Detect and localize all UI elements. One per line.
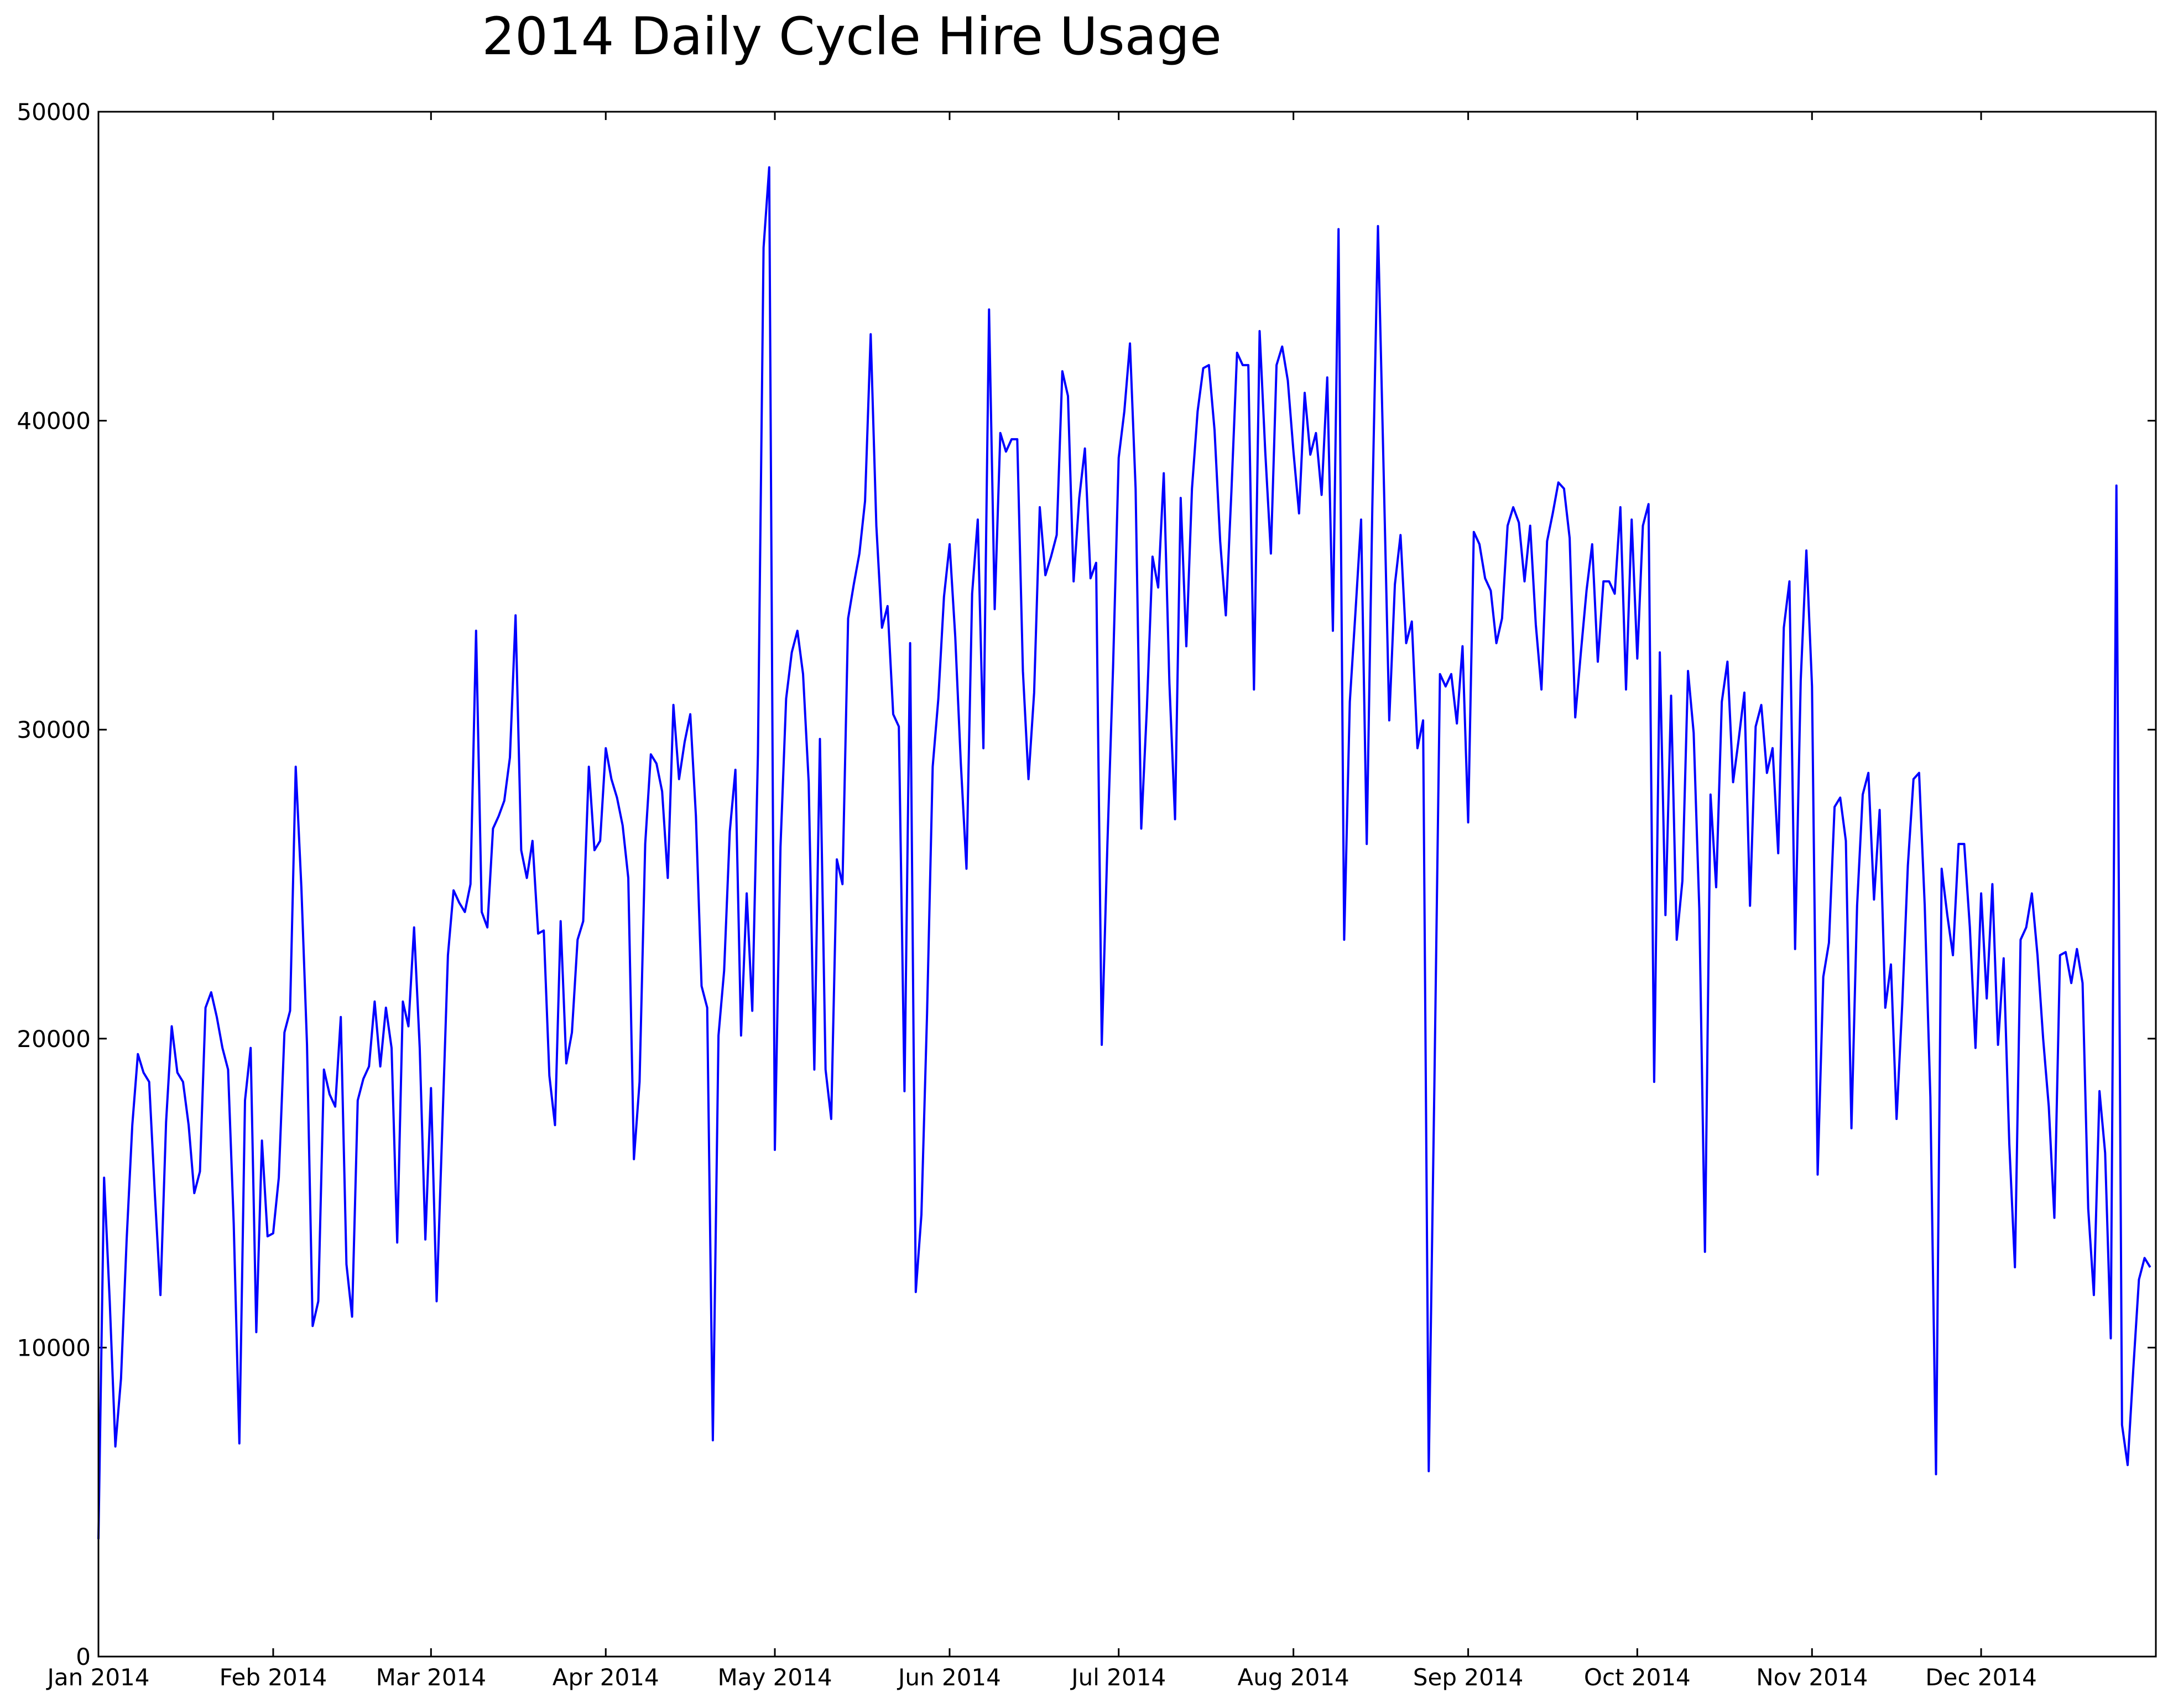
y-tick-label: 40000 (17, 408, 91, 435)
y-tick-label: 20000 (17, 1025, 91, 1053)
x-tick-label: Feb 2014 (220, 1664, 327, 1691)
x-tick-label: Apr 2014 (553, 1664, 659, 1691)
y-tick-label: 50000 (17, 98, 91, 126)
x-tick-label: Nov 2014 (1756, 1664, 1868, 1691)
x-tick-label: Jun 2014 (897, 1664, 1001, 1691)
chart-title: 2014 Daily Cycle Hire Usage (482, 7, 1222, 67)
y-tick-label: 10000 (17, 1334, 91, 1361)
x-tick-label: May 2014 (717, 1664, 832, 1691)
x-tick-label: Mar 2014 (376, 1664, 486, 1691)
x-tick-label: Dec 2014 (1925, 1664, 2037, 1691)
x-tick-label: Sep 2014 (1413, 1664, 1523, 1691)
series-layer (97, 166, 2151, 1539)
x-tick-label: Jan 2014 (46, 1664, 150, 1691)
series-line (97, 166, 2151, 1539)
y-tick-label: 30000 (17, 716, 91, 743)
x-tick-label: Oct 2014 (1584, 1664, 1691, 1691)
x-tick-label: Aug 2014 (1238, 1664, 1349, 1691)
y-tick-label: 0 (76, 1643, 91, 1670)
x-tick-label: Jul 2014 (1070, 1664, 1166, 1691)
axis-tick-labels: 0 10000 20000 30000 40000 50000 Jan 2014 Feb 20… (17, 98, 2036, 1691)
plot-area-frame (97, 111, 2157, 1658)
